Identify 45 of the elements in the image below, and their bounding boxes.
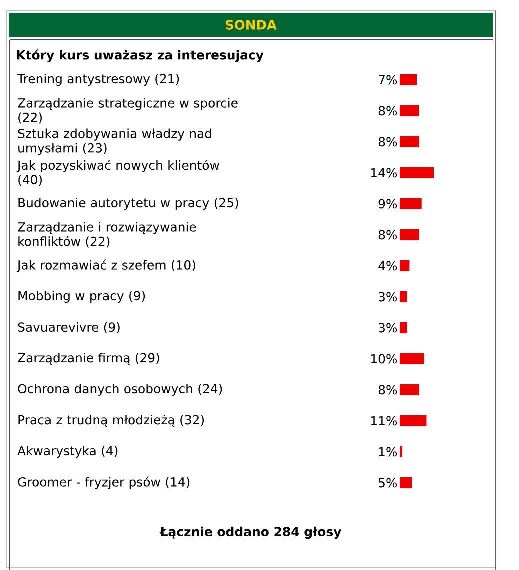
y-tick-label: Praca z trudną młodzieżą (32) [18,415,204,427]
y-tick-label: Budowanie autorytetu w pracy (25) [18,198,238,210]
y-tick-label: Zarządzanie firmą (29) [18,353,160,365]
y-tick-label: Jak rozmawiać z szefem (10) [16,260,196,272]
data-label: 7% [379,75,398,85]
y-tick-label: Sztuka zdobywania władzy nad umysłami (23) [18,128,212,156]
bar [400,198,422,210]
data-label: 3% [378,292,398,302]
data-label: 8% [378,137,398,147]
bar [400,74,418,86]
bar [400,168,434,179]
y-tick-label: Akwarystyka (4) [18,446,118,458]
data-label: 8% [378,385,398,395]
bar [400,230,420,241]
text: Łącznie oddano 284 głosy [160,526,342,540]
bar [400,384,420,396]
data-label: 8% [378,106,398,116]
y-tick-label: Groomer - fryzjer psów (14) [18,476,190,490]
bar [400,136,420,148]
y-tick-label: Jak pozyskiwać nowych klientów (40) [16,160,220,186]
y-tick-label: Ochrona danych osobowych (24) [18,384,222,396]
data-label: 8% [378,230,398,240]
y-tick-label: Zarządzanie strategiczne w sporcie (22) [18,98,238,124]
y-tick-label: Mobbing w pracy (9) [18,290,146,304]
data-label: 5% [378,478,398,488]
bar [400,416,427,427]
data-label: 1% [379,447,398,457]
bar [400,292,408,303]
data-label: 10% [371,354,398,364]
bar [400,322,408,334]
bar [400,106,420,117]
data-label: 3% [378,323,398,333]
bar [400,446,402,458]
bar [400,478,412,489]
data-label: 9% [378,199,398,209]
y-tick-label: Zarządzanie i rozwiązywanie konfliktów (22) [18,222,196,248]
data-label: 14% [371,168,398,178]
y-tick-label: Trening antystresowy (21) [17,74,180,86]
bar [400,354,424,365]
bar [400,260,410,272]
data-label: 11% [371,416,398,426]
text: Który kurs uważasz za interesujacy [17,50,264,62]
y-tick-label: Savuarevivre (9) [18,322,120,334]
data-label: 4% [378,261,398,271]
text: SONDA [226,20,277,30]
